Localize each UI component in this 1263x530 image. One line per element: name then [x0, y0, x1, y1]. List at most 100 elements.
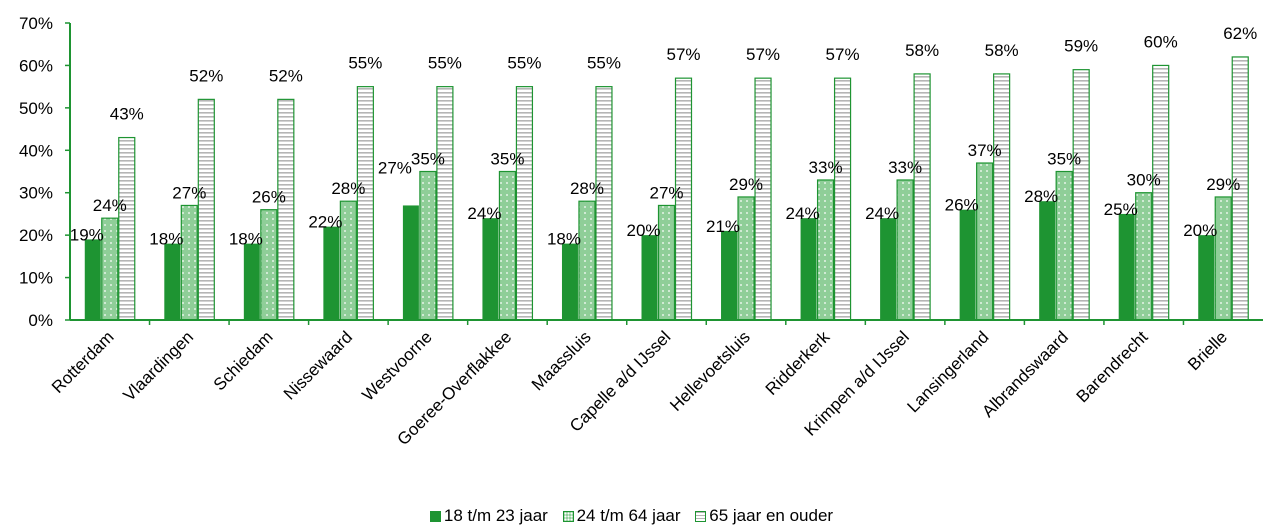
x-tick-label: Barendrecht [1073, 327, 1152, 406]
data-label: 43% [110, 105, 144, 124]
data-label: 35% [411, 150, 445, 169]
data-label: 30% [1127, 171, 1161, 190]
bar-24-64 [180, 204, 198, 321]
data-label: 52% [269, 66, 303, 85]
bar-24-64 [1135, 192, 1153, 321]
data-label: 58% [985, 41, 1019, 60]
bar-65-plus [197, 98, 215, 321]
x-tick-label: Brielle [1184, 327, 1231, 374]
x-tick-label: Vlaardingen [120, 327, 198, 405]
bar-24-64 [1055, 170, 1073, 321]
bar-18-23 [1039, 201, 1056, 320]
bar-18-23 [721, 230, 738, 320]
y-tick-label: 70% [19, 14, 53, 33]
bar-18-23 [1198, 235, 1215, 320]
bar-18-23 [561, 243, 578, 320]
data-label: 28% [570, 179, 604, 198]
data-label: 62% [1223, 24, 1257, 43]
bar-24-64 [896, 179, 914, 321]
data-label: 55% [587, 54, 621, 73]
data-label: 27% [172, 183, 206, 202]
x-tick-label: Schiedam [210, 327, 277, 394]
bar-65-plus [118, 136, 136, 321]
legend: 18 t/m 23 jaar 24 t/m 64 jaar 65 jaar en… [0, 506, 1263, 526]
data-label: 33% [888, 158, 922, 177]
bar-65-plus [356, 86, 374, 321]
data-label: 26% [945, 196, 979, 215]
data-label: 24% [865, 204, 899, 223]
bar-24-64 [578, 200, 596, 321]
y-tick-label: 40% [19, 141, 53, 160]
x-tick-label: Hellevoetsluis [666, 327, 754, 415]
bar-18-23 [959, 209, 976, 320]
y-tick-label: 20% [19, 226, 53, 245]
data-label: 33% [809, 158, 843, 177]
bar-65-plus [277, 98, 295, 321]
data-label: 22% [308, 213, 342, 232]
data-label: 24% [786, 204, 820, 223]
data-label: 57% [826, 45, 860, 64]
bar-24-64 [816, 179, 835, 321]
bar-65-plus [1072, 69, 1090, 321]
legend-item-24-64: 24 t/m 64 jaar [562, 506, 681, 526]
bar-18-23 [164, 243, 181, 320]
legend-item-18-23: 18 t/m 23 jaar [429, 506, 548, 526]
data-label: 35% [1047, 150, 1081, 169]
data-label: 20% [626, 221, 660, 240]
data-label: 60% [1144, 32, 1178, 51]
bar-65-plus [1152, 64, 1170, 321]
data-label: 26% [252, 188, 286, 207]
x-tick-label: Ridderkerk [762, 327, 834, 399]
legend-label: 18 t/m 23 jaar [443, 506, 548, 525]
legend-item-65-plus: 65 jaar en ouder [695, 506, 833, 526]
data-label: 37% [968, 141, 1002, 160]
data-label: 20% [1183, 221, 1217, 240]
bar-18-23 [800, 218, 817, 320]
bar-18-23 [482, 218, 499, 320]
bar-24-64 [737, 196, 755, 321]
data-label: 18% [229, 230, 263, 249]
data-label: 27% [378, 158, 412, 177]
data-label: 55% [348, 54, 382, 73]
legend-swatch-striped [695, 511, 707, 522]
data-label: 57% [746, 45, 780, 64]
bars-group [84, 56, 1249, 321]
x-tick-label: Westvoorne [358, 327, 435, 404]
x-tick-label: Lansingerland [903, 327, 992, 416]
bar-65-plus [913, 73, 931, 321]
bar-18-23 [243, 243, 260, 320]
legend-label: 24 t/m 64 jaar [576, 506, 681, 525]
bar-18-23 [323, 226, 340, 320]
bar-65-plus [436, 86, 454, 321]
data-label: 57% [666, 45, 700, 64]
data-label: 29% [729, 175, 763, 194]
legend-swatch-dotted [562, 511, 574, 522]
bar-18-23 [641, 235, 658, 320]
data-label: 25% [1104, 200, 1138, 219]
bar-24-64 [498, 170, 517, 321]
bar-65-plus [993, 73, 1011, 321]
data-label: 28% [1024, 187, 1058, 206]
x-tick-label: Rotterdam [48, 327, 118, 397]
data-label: 28% [331, 179, 365, 198]
bar-65-plus [754, 77, 772, 321]
bar-24-64 [101, 217, 119, 321]
x-tick-label: Maassluis [528, 327, 595, 394]
bar-24-64 [419, 170, 437, 321]
bar-65-plus [515, 86, 534, 321]
legend-label: 65 jaar en ouder [709, 506, 834, 525]
data-label: 21% [706, 217, 740, 236]
x-tick-label: Albrandswaard [978, 327, 1072, 421]
data-label: 18% [547, 230, 581, 249]
data-labels-group: 19% 24% 43% 18% 27% 52% 18% 26% 52% 22% 28% 55% 35% 5… [70, 24, 1257, 249]
y-tick-label: 60% [19, 56, 53, 75]
x-axis: Rotterdam Vlaardingen Schiedam Nissewaard We… [48, 319, 1263, 449]
bar-65-plus [833, 77, 852, 321]
bar-65-plus [595, 86, 613, 321]
data-label: 52% [189, 66, 223, 85]
data-label: 24% [93, 196, 127, 215]
y-tick-label: 10% [19, 269, 53, 288]
bar-24-64 [657, 204, 676, 321]
bar-18-23 [84, 239, 101, 320]
y-tick-label: 50% [19, 99, 53, 118]
